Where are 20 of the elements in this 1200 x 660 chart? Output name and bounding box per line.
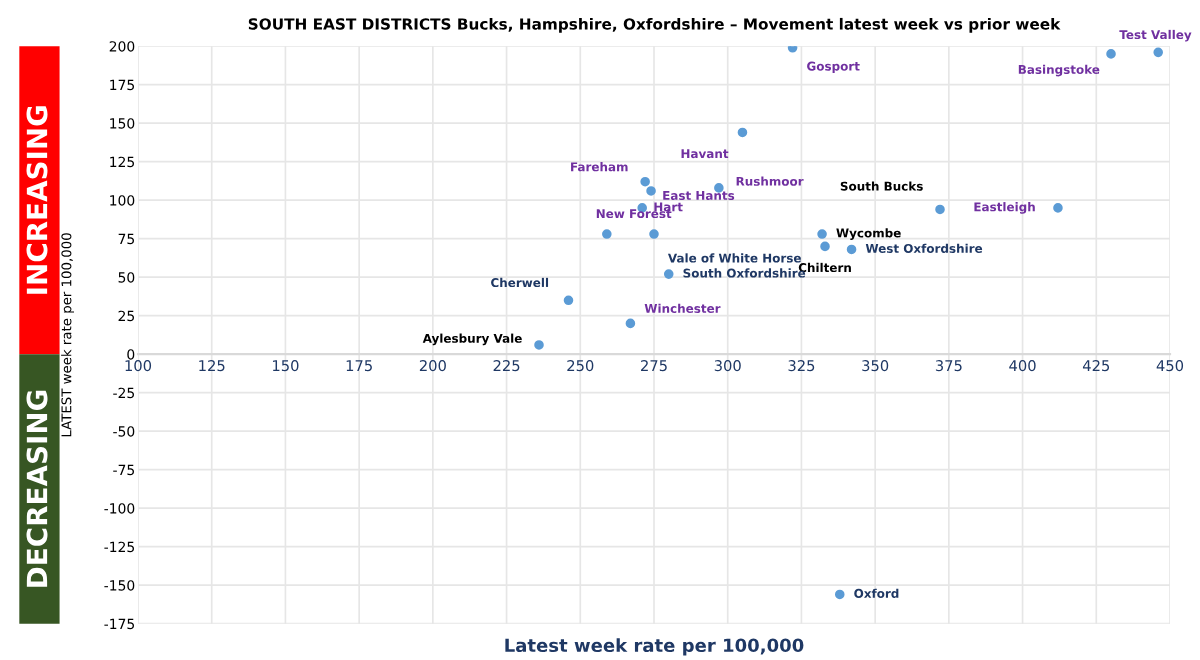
point <box>1153 47 1163 58</box>
point <box>846 244 857 255</box>
point <box>1106 49 1116 59</box>
point <box>737 127 748 138</box>
text: INCREASING <box>26 106 48 294</box>
point <box>649 229 659 239</box>
text: DECREASING <box>26 390 48 587</box>
point <box>817 229 827 239</box>
point <box>663 269 674 279</box>
point <box>602 229 612 239</box>
point <box>834 589 845 600</box>
point <box>534 340 544 350</box>
point <box>646 186 656 196</box>
point <box>640 176 650 187</box>
x-axis-title: Latest week rate per 100,000 <box>505 638 804 656</box>
point <box>563 295 574 306</box>
point <box>625 318 636 329</box>
point <box>820 241 830 252</box>
point <box>935 204 945 215</box>
point <box>1053 203 1063 213</box>
